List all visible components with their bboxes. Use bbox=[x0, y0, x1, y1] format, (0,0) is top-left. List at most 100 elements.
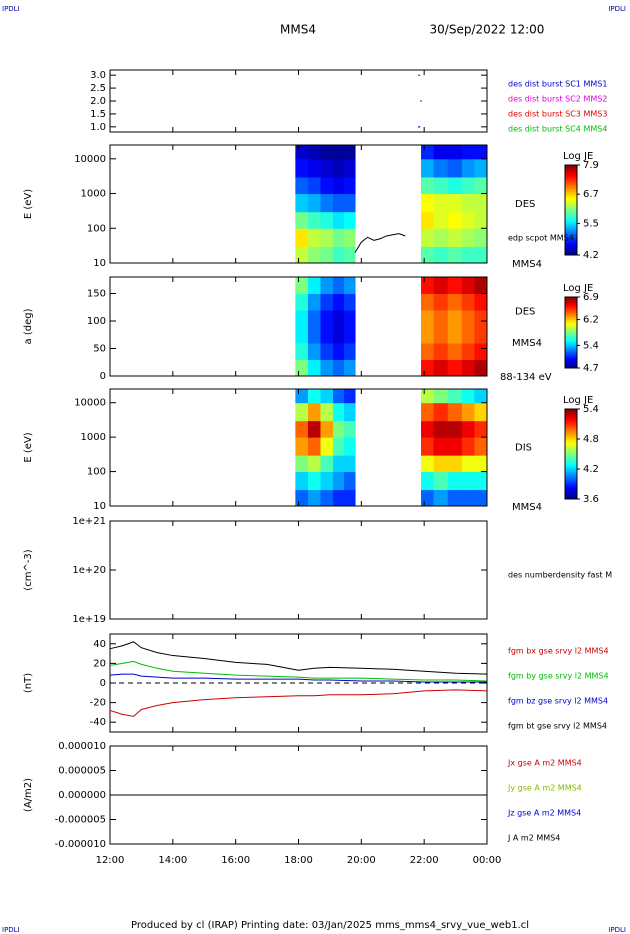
spectrogram-cell bbox=[295, 228, 309, 247]
x-tick-label: 20:00 bbox=[347, 855, 376, 866]
spectrogram-cell bbox=[333, 489, 345, 507]
colorbar-strip bbox=[565, 237, 577, 240]
spectrogram-cell bbox=[461, 193, 475, 213]
spectrogram-cell bbox=[474, 437, 488, 456]
spacecraft-label: MMS4 bbox=[512, 502, 542, 513]
y-tick-label: 20 bbox=[93, 658, 106, 669]
colorbar-strip bbox=[565, 485, 577, 489]
spectrogram-cell bbox=[461, 228, 475, 247]
colorbar-strip bbox=[565, 469, 577, 473]
colorbar-strip bbox=[565, 337, 577, 341]
spectrogram-cell bbox=[333, 359, 345, 377]
spectrogram-cell bbox=[320, 211, 334, 229]
series-line bbox=[109, 641, 488, 675]
spectrogram-cell bbox=[474, 158, 488, 178]
spectrogram-cell bbox=[421, 158, 435, 178]
colorbar-tick-label: 6.9 bbox=[583, 292, 599, 303]
spectrogram-cell bbox=[333, 176, 345, 195]
spectrogram-cell bbox=[320, 277, 334, 294]
colorbar-strip bbox=[565, 357, 577, 360]
y-tick-label: -40 bbox=[90, 717, 106, 728]
colorbar-strip bbox=[565, 449, 577, 453]
colorbar-strip bbox=[565, 334, 577, 337]
spectrogram-cell bbox=[295, 471, 309, 491]
spectrogram-cell bbox=[447, 310, 463, 327]
colorbar-label: Log JE bbox=[563, 283, 593, 294]
spectrogram-cell bbox=[421, 389, 435, 404]
spectrogram-cell bbox=[320, 145, 334, 160]
colorbar-strip bbox=[565, 418, 577, 421]
y-tick-label: 0.000005 bbox=[58, 766, 106, 777]
spectrogram-cell bbox=[433, 437, 449, 456]
spectrogram-cell bbox=[307, 389, 321, 404]
spectrogram-cell bbox=[474, 293, 488, 311]
colorbar-strip bbox=[565, 221, 577, 224]
colorbar-tick-label: 5.4 bbox=[583, 404, 599, 415]
spectrogram-cell bbox=[333, 437, 345, 456]
spectrogram-cell bbox=[433, 471, 449, 491]
spectrogram-cell bbox=[307, 489, 321, 507]
colorbar-tick-label: 4.2 bbox=[583, 464, 599, 475]
colorbar-strip bbox=[565, 442, 577, 446]
colorbar-strip bbox=[565, 409, 577, 412]
spectrogram-cell bbox=[295, 402, 309, 422]
colorbar-tick-label: 6.2 bbox=[583, 315, 599, 326]
colorbar-strip bbox=[565, 205, 577, 209]
colorbar-strip bbox=[565, 252, 577, 256]
series-line bbox=[354, 233, 406, 253]
spectrogram-cell bbox=[333, 293, 345, 311]
spectrogram-cell bbox=[320, 193, 334, 213]
colorbar-strip bbox=[565, 476, 577, 480]
spectrogram-cell bbox=[344, 389, 356, 404]
colorbar-strip bbox=[565, 496, 577, 500]
colorbar-strip bbox=[565, 239, 577, 242]
spectrogram-cell bbox=[295, 145, 309, 160]
y-tick-label: 0.000010 bbox=[58, 741, 106, 752]
spectrogram-cell bbox=[320, 176, 334, 195]
spectrogram-cell bbox=[333, 193, 345, 213]
spacecraft-label: MMS4 bbox=[512, 259, 542, 270]
colorbar-strip bbox=[565, 305, 577, 309]
spectrogram-cell bbox=[461, 211, 475, 229]
spectrogram-cell bbox=[333, 455, 345, 473]
spectrogram-cell bbox=[433, 293, 449, 311]
colorbar-strip bbox=[565, 344, 577, 348]
y-tick-label: 1000 bbox=[81, 189, 106, 200]
spectrogram-cell bbox=[433, 310, 449, 327]
colorbar-strip bbox=[565, 427, 577, 430]
colorbar-strip bbox=[565, 207, 577, 211]
colorbar-strip bbox=[565, 330, 577, 333]
colorbar-strip bbox=[565, 176, 577, 179]
colorbar-strip bbox=[565, 169, 577, 173]
point bbox=[418, 74, 421, 76]
spectrogram-cell bbox=[307, 471, 321, 491]
colorbar-strip bbox=[565, 494, 577, 498]
colorbar-strip bbox=[565, 304, 577, 307]
colorbar-strip bbox=[565, 318, 577, 321]
spectrogram-cell bbox=[433, 389, 449, 404]
spectrogram-cell bbox=[433, 359, 449, 377]
x-tick-label: 12:00 bbox=[96, 855, 125, 866]
spectrogram-cell bbox=[474, 211, 488, 229]
spectrogram-cell bbox=[461, 326, 475, 344]
spectrogram-cell bbox=[295, 359, 309, 377]
colorbar-frame bbox=[564, 164, 578, 256]
y-tick-label: 2.5 bbox=[90, 83, 106, 94]
corner-mark: IPDLI bbox=[2, 926, 20, 934]
spectrogram-cell bbox=[333, 471, 345, 491]
spectrogram-cell bbox=[295, 310, 309, 327]
spectrogram-cell bbox=[295, 420, 309, 438]
spectrogram-cell bbox=[474, 246, 488, 264]
y-tick-label: 1e+20 bbox=[72, 565, 106, 576]
y-tick-label: 0 bbox=[100, 678, 106, 689]
instrument-label: DES bbox=[515, 307, 535, 318]
series-line bbox=[109, 660, 488, 682]
spectrogram-cell bbox=[344, 246, 356, 264]
legend-entry: fgm bx gse srvy l2 MMS4 bbox=[508, 647, 609, 656]
y-axis-label: (nT) bbox=[23, 673, 34, 693]
spectrogram-cell bbox=[307, 343, 321, 360]
spectrogram-cell bbox=[447, 489, 463, 507]
spectrogram-cell bbox=[295, 158, 309, 178]
spectrogram-cell bbox=[295, 293, 309, 311]
colorbar-strip bbox=[565, 232, 577, 236]
